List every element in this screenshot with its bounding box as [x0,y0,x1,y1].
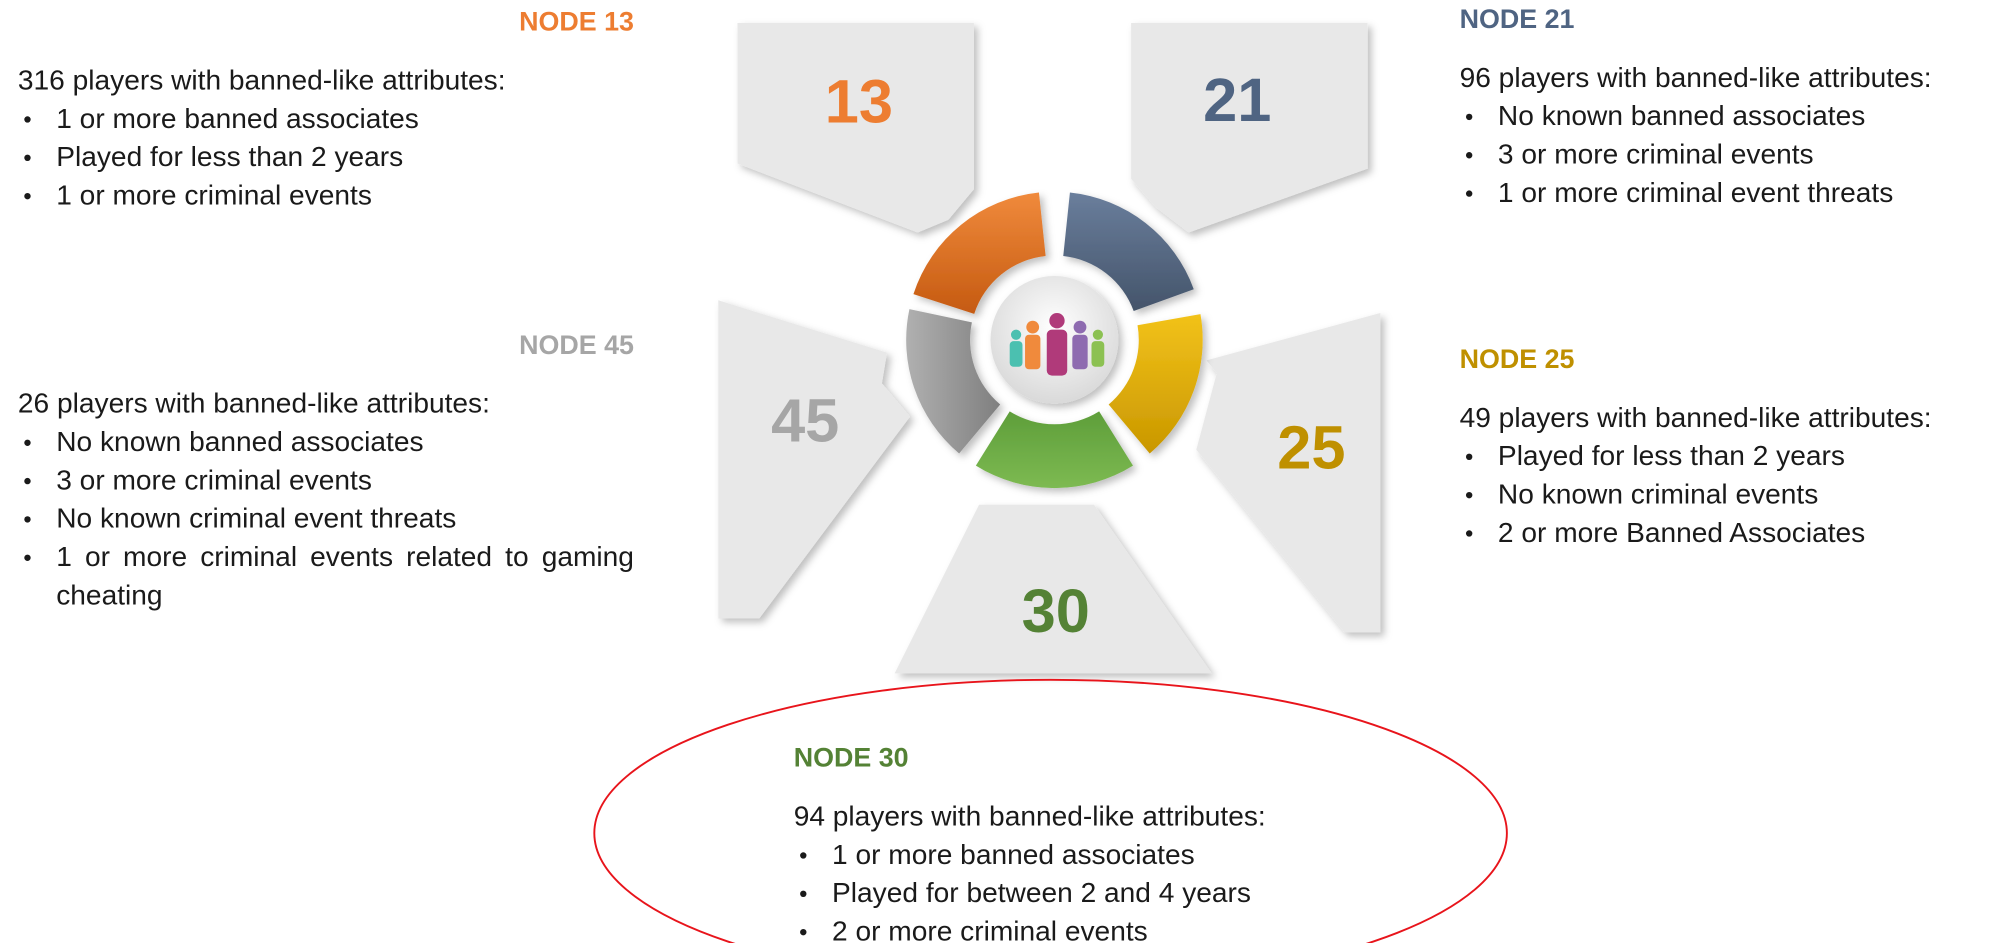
node-intro: 26 players with banned-like attributes: [18,385,634,423]
node-block: NODE 13 316 players with banned-like attr… [18,4,634,215]
node-number: 13 [825,66,893,135]
node-block: NODE 21 96 players with banned-like attri… [1460,1,1997,212]
node-title: NODE 30 [794,740,1369,778]
stage: 13 21 45 25 30 NODE 13 316 players with banne… [0,0,2004,943]
bullet-item: 3 or more criminal events [1498,135,1996,173]
node-block: NODE 25 49 players with banned-like attri… [1460,341,1997,552]
bullet-item: No known banned associates [56,423,634,461]
node-title: NODE 21 [1460,1,1997,39]
bullet-item: 1 or more criminal event threats [1498,174,1996,212]
bullet-item: No known criminal event threats [56,500,634,538]
node-number: 30 [1022,576,1090,645]
node-title: NODE 25 [1460,341,1997,379]
ring-segment [976,411,1133,488]
node-intro: 316 players with banned-like attributes: [18,61,634,99]
bullet-item: Played for less than 2 years [56,138,634,176]
ring-segment [906,309,1000,453]
node-number: 45 [771,386,839,455]
bullet-item: No known criminal events [1498,475,1996,513]
node-intro: 49 players with banned-like attributes: [1460,399,1997,437]
node-title: NODE 13 [18,4,634,42]
node-intro: 94 players with banned-like attributes: [794,797,1369,835]
ring-segment [1109,314,1203,453]
bullet-item: Played for between 2 and 4 years [832,874,1369,912]
node-intro: 96 players with banned-like attributes: [1460,59,1997,97]
bullet-item: 3 or more criminal events [56,461,634,499]
bullet-item: 1 or more criminal events related to gam… [56,538,634,615]
callout-45 [718,300,910,618]
node-block: NODE 30 94 players with banned-like attri… [794,740,1369,943]
bullet-item: 1 or more banned associates [56,100,634,138]
bullet-item: 2 or more Banned Associates [1498,514,1996,552]
bullet-item: 2 or more criminal events [832,912,1369,943]
node-number: 21 [1203,65,1271,134]
node-title: NODE 45 [18,327,634,365]
page: 13 21 45 25 30 NODE 13 316 players with banne… [0,0,2004,943]
bullet-item: Played for less than 2 years [1498,437,1996,475]
bullet-item: 1 or more banned associates [832,836,1369,874]
node-block: NODE 45 26 players with banned-like attri… [18,327,634,615]
bullet-item: No known banned associates [1498,97,1996,135]
node-number: 25 [1277,413,1345,482]
bullet-item: 1 or more criminal events [56,176,634,214]
